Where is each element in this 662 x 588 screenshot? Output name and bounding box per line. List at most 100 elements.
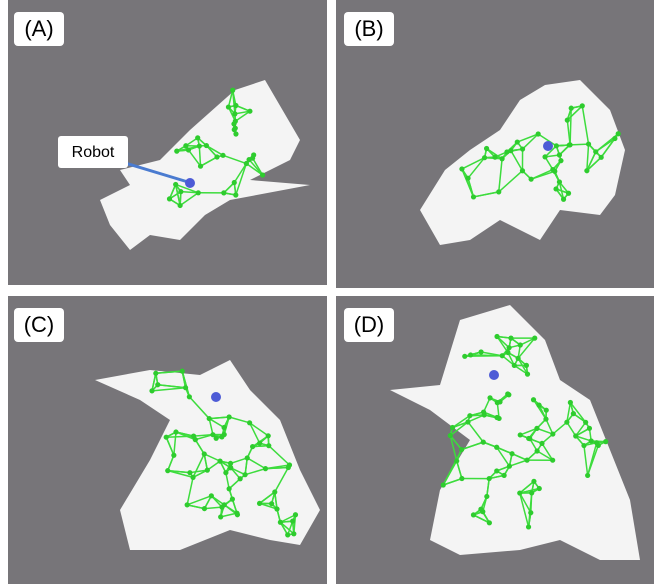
graph-node xyxy=(173,182,178,187)
graph-node xyxy=(552,169,557,174)
graph-node xyxy=(165,468,170,473)
graph-node xyxy=(539,441,544,446)
graph-node xyxy=(583,420,588,425)
graph-node xyxy=(584,168,589,173)
graph-node xyxy=(481,440,486,445)
graph-node xyxy=(508,336,513,341)
graph-node xyxy=(478,349,483,354)
graph-node xyxy=(209,493,214,498)
graph-node xyxy=(149,388,154,393)
panel-label: (C) xyxy=(24,312,55,337)
graph-node xyxy=(219,505,224,510)
graph-node xyxy=(599,155,604,160)
graph-node xyxy=(487,520,492,525)
graph-node xyxy=(153,371,158,376)
graph-node xyxy=(178,203,183,208)
page: (A) (B) (C) (D) Robot (() => { const dat… xyxy=(0,0,662,588)
graph-node xyxy=(471,512,476,517)
graph-node xyxy=(223,470,228,475)
graph-node xyxy=(227,486,232,491)
graph-node xyxy=(587,426,592,431)
graph-node xyxy=(155,382,160,387)
graph-node xyxy=(187,394,192,399)
graph-node xyxy=(219,434,224,439)
graph-node xyxy=(274,506,279,511)
graph-node xyxy=(500,353,505,358)
graph-node xyxy=(231,121,236,126)
graph-node xyxy=(603,439,608,444)
graph-node xyxy=(480,509,485,514)
graph-node xyxy=(202,506,207,511)
graph-node xyxy=(167,196,172,201)
panel-label: (B) xyxy=(354,16,383,41)
graph-node xyxy=(257,441,262,446)
graph-node xyxy=(245,455,250,460)
graph-node xyxy=(263,466,268,471)
graph-node xyxy=(290,519,295,524)
graph-node xyxy=(612,136,617,141)
graph-node xyxy=(518,432,523,437)
graph-node xyxy=(234,511,239,516)
graph-node xyxy=(232,180,237,185)
graph-node xyxy=(534,426,539,431)
graph-node xyxy=(221,190,226,195)
graph-node xyxy=(230,88,235,93)
graph-node xyxy=(244,161,249,166)
graph-node xyxy=(502,473,507,478)
annotation: Robot xyxy=(72,144,115,161)
graph-node xyxy=(544,408,549,413)
graph-node xyxy=(226,104,231,109)
graph-node xyxy=(515,139,520,144)
graph-node xyxy=(183,385,188,390)
graph-node xyxy=(462,354,467,359)
graph-node xyxy=(291,531,296,536)
graph-node xyxy=(573,433,578,438)
graph-node xyxy=(197,143,202,148)
graph-node xyxy=(450,425,455,430)
graph-node xyxy=(228,465,233,470)
graph-node xyxy=(487,476,492,481)
graph-node xyxy=(232,111,237,116)
graph-node xyxy=(448,433,453,438)
graph-node xyxy=(494,468,499,473)
graph-node xyxy=(586,141,591,146)
graph-node xyxy=(481,409,486,414)
graph-node xyxy=(459,476,464,481)
graph-node xyxy=(536,131,541,136)
panel-label: (D) xyxy=(354,312,385,337)
graph-node xyxy=(171,453,176,458)
graph-node xyxy=(505,350,510,355)
graph-node xyxy=(218,514,223,519)
graph-node xyxy=(504,149,509,154)
graph-node xyxy=(593,149,598,154)
graph-node xyxy=(221,425,226,430)
graph-node xyxy=(459,166,464,171)
graph-node xyxy=(550,431,555,436)
graph-node xyxy=(260,172,265,177)
graph-node xyxy=(257,501,262,506)
graph-node xyxy=(565,118,570,123)
graph-edge xyxy=(531,493,532,513)
graph-node xyxy=(497,416,502,421)
graph-node xyxy=(214,154,219,159)
graph-node xyxy=(528,510,533,515)
graph-node xyxy=(293,512,298,517)
graph-node xyxy=(564,420,569,425)
graph-node xyxy=(554,143,559,148)
graph-node xyxy=(520,168,525,173)
graph-node xyxy=(566,191,571,196)
graph-node xyxy=(465,176,470,181)
graph-node xyxy=(616,131,621,136)
graph-node xyxy=(524,458,529,463)
graph-node xyxy=(553,186,558,191)
graph-node xyxy=(507,464,512,469)
graph-node xyxy=(247,420,252,425)
graph-node xyxy=(190,475,195,480)
graph-node xyxy=(193,437,198,442)
robot xyxy=(185,178,195,188)
graph-node xyxy=(557,179,562,184)
graph-node xyxy=(204,143,209,148)
graph-node xyxy=(527,436,532,441)
graph-node xyxy=(496,189,501,194)
graph-node xyxy=(468,352,473,357)
